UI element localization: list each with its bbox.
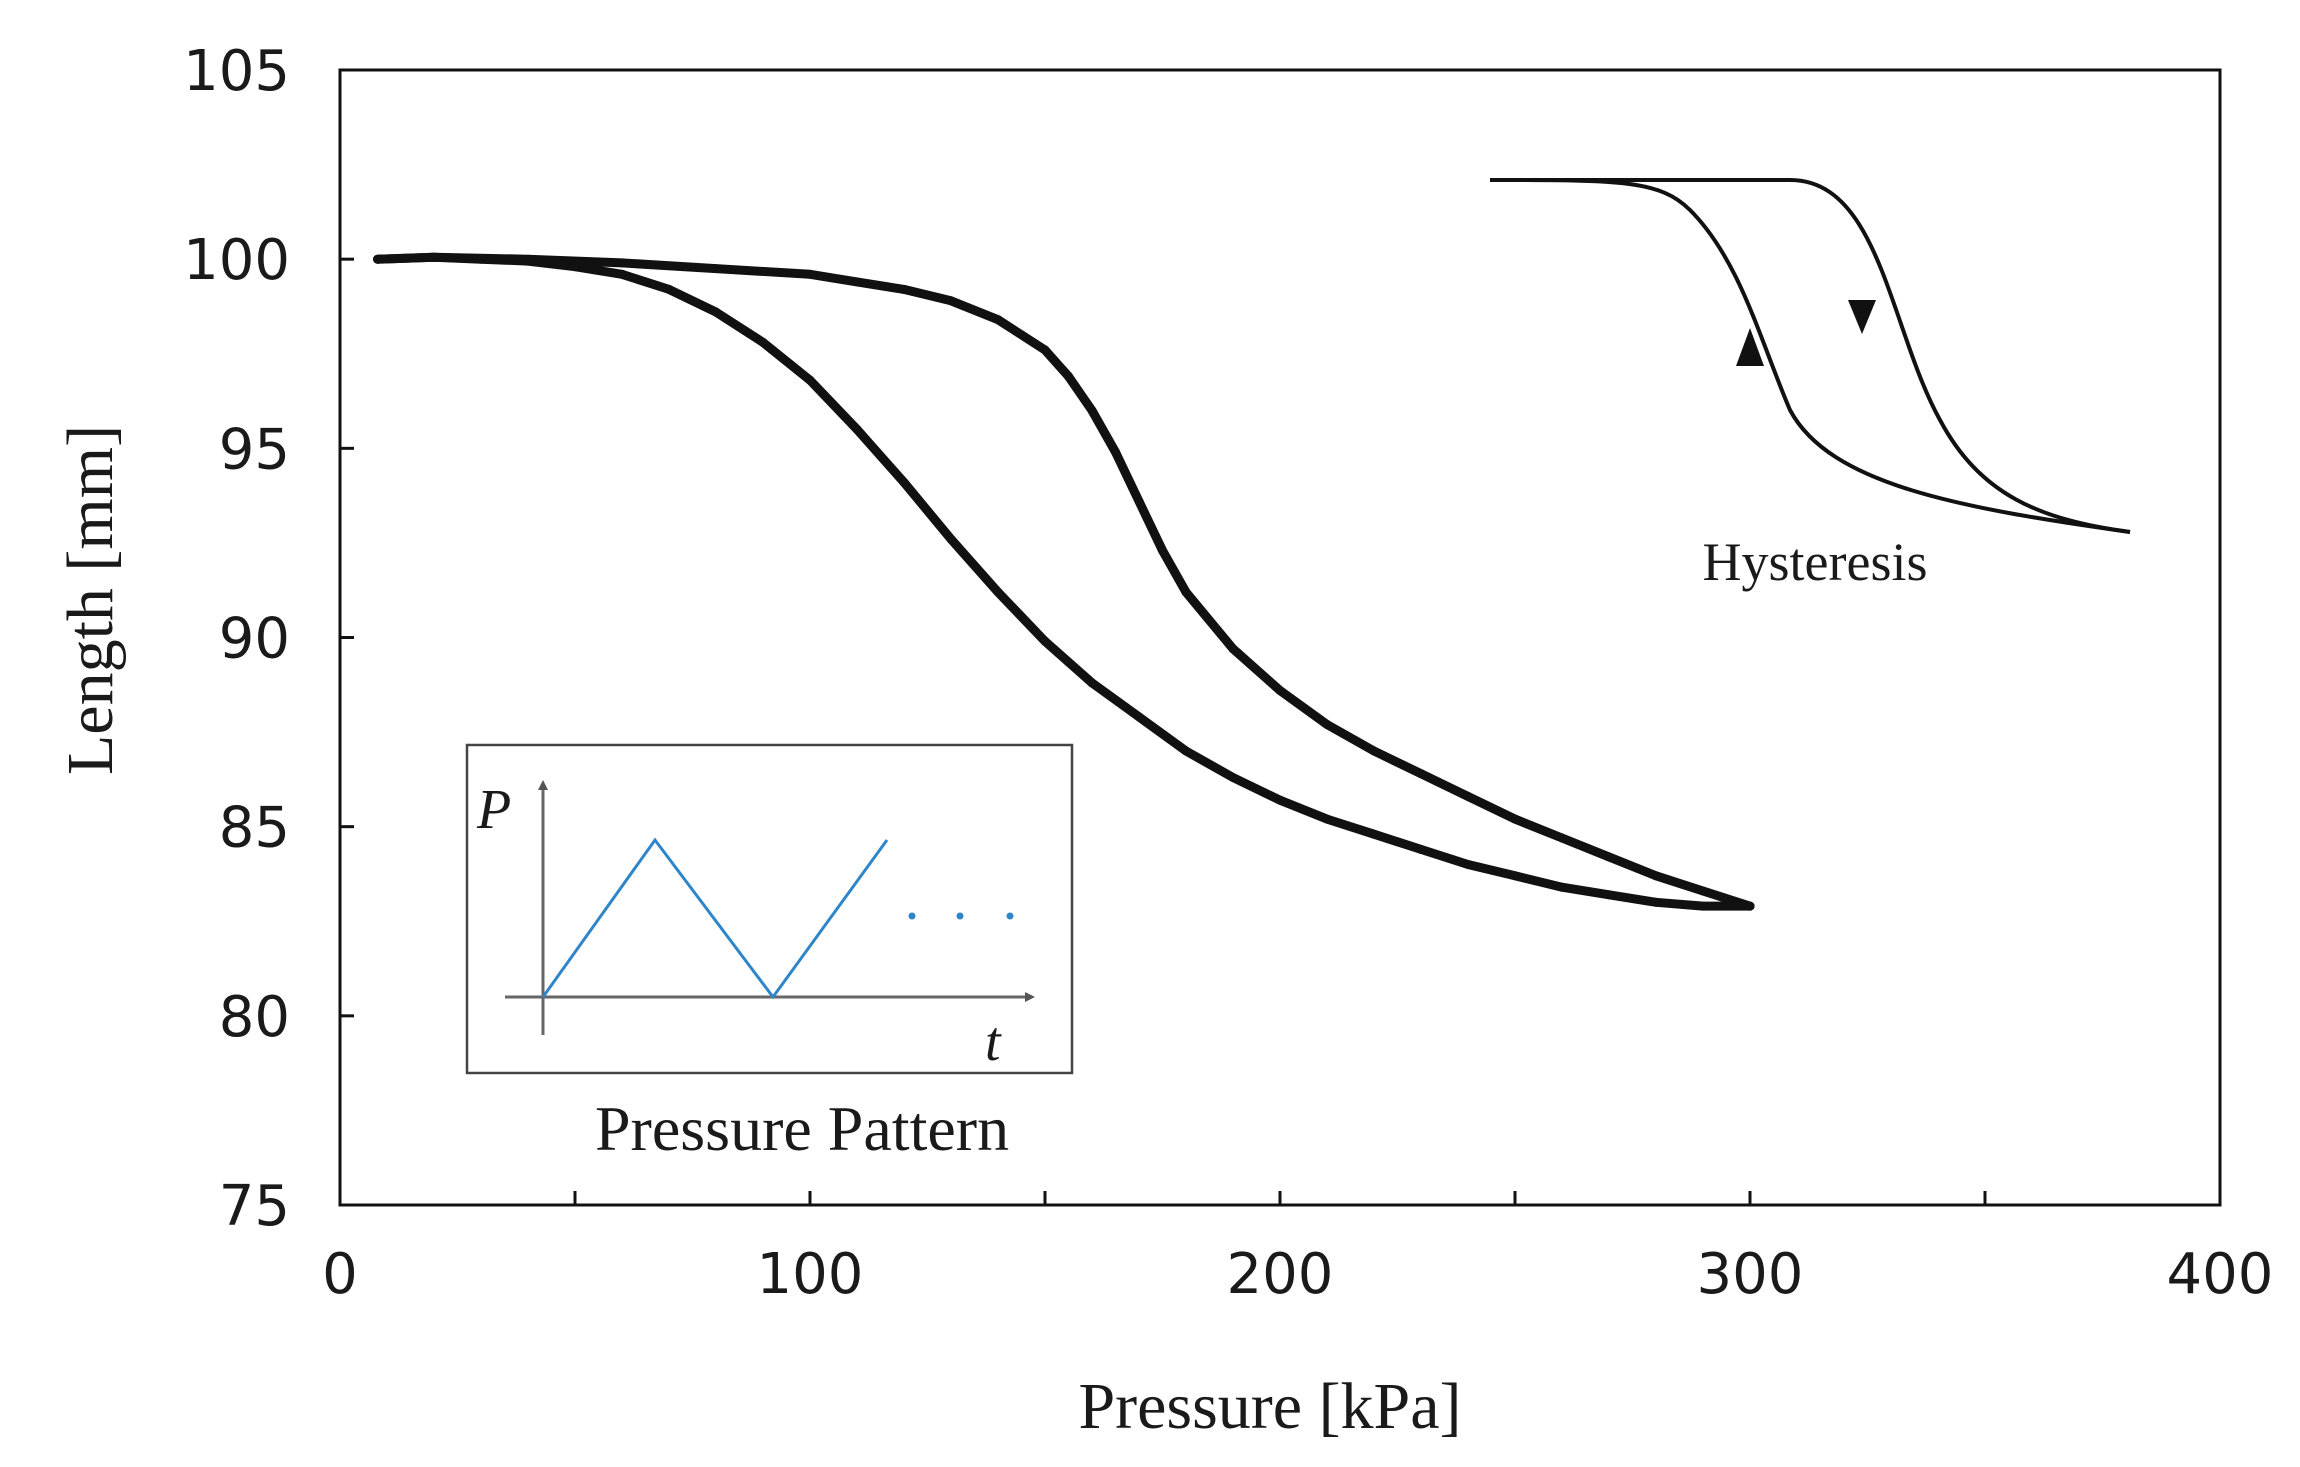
data-point-unloading — [1369, 829, 1379, 839]
continuation-dot — [1006, 912, 1014, 920]
data-point-unloading — [805, 375, 815, 385]
data-point-unloading — [946, 534, 956, 544]
y-tick-label: 85 — [219, 796, 290, 861]
data-point-loading — [899, 284, 909, 294]
pressure-pattern-box — [465, 743, 1074, 1075]
hysteresis-loading-curve — [1490, 178, 2131, 534]
x-tick-label: 100 — [757, 1242, 864, 1307]
data-point-loading — [1275, 686, 1285, 695]
data-point-loading — [1134, 496, 1144, 506]
data-point-loading — [805, 269, 815, 279]
data-point-unloading — [1604, 890, 1614, 900]
data-point-unloading — [1322, 814, 1332, 824]
data-series — [373, 252, 1755, 911]
pressure-pattern-triangle-wave — [541, 837, 889, 1000]
data-point-unloading — [523, 256, 533, 266]
y-tick-label: 80 — [219, 985, 290, 1050]
y-axis-ticks: 75 80 85 90 95 100 105 — [183, 39, 354, 1239]
y-tick-label: 105 — [183, 39, 290, 104]
data-point-loading — [1087, 406, 1097, 415]
y-tick-label: 95 — [219, 417, 290, 482]
data-point-unloading — [664, 284, 674, 294]
data-point-unloading — [1134, 712, 1144, 722]
data-point-loading — [1463, 791, 1473, 801]
y-tick-label: 90 — [219, 607, 290, 672]
data-point-unloading — [476, 254, 486, 264]
hysteresis-up-arrow — [1736, 328, 1764, 366]
data-point-loading — [1651, 871, 1661, 881]
data-point-unloading — [899, 477, 909, 487]
data-point-unloading — [1275, 795, 1285, 805]
pressure-pattern-inset: P t Pressure Pattern — [465, 743, 1074, 1164]
continuation-dot — [956, 912, 964, 920]
data-point-unloading — [711, 307, 721, 317]
data-point-unloading — [1040, 636, 1050, 646]
data-point-loading — [1416, 769, 1426, 779]
data-point-unloading — [1557, 882, 1567, 892]
pressure-symbol: P — [476, 779, 511, 841]
hysteresis-down-arrow — [1848, 300, 1876, 334]
x-axis-title: Pressure [kPa] — [1078, 1370, 1461, 1443]
data-point-loading — [993, 315, 1003, 325]
x-axis-ticks: 0 100 200 300 400 — [322, 1191, 2273, 1307]
data-point-unloading — [1087, 678, 1097, 688]
data-point-unloading — [1463, 860, 1473, 869]
data-point-unloading — [617, 269, 627, 279]
data-point-loading — [852, 277, 862, 287]
data-point-loading — [1604, 852, 1614, 862]
x-tick-label: 200 — [1227, 1242, 1334, 1307]
data-point-unloading — [1228, 773, 1238, 782]
continuation-dot — [908, 912, 916, 920]
data-point-unloading — [373, 254, 383, 264]
series-unloading — [373, 252, 1755, 911]
x-tick-label: 0 — [322, 1242, 358, 1307]
data-point-unloading — [1510, 871, 1520, 881]
data-point-loading — [1158, 546, 1167, 555]
data-point-loading — [1181, 587, 1191, 597]
y-axis-title: Length [mm] — [54, 425, 127, 775]
hysteresis-unloading-curve — [1489, 178, 2131, 534]
data-point-loading — [1369, 746, 1379, 756]
data-point-loading — [1111, 447, 1120, 457]
x-tick-label: 300 — [1697, 1242, 1804, 1307]
data-point-loading — [1510, 814, 1520, 824]
data-point-loading — [1228, 644, 1238, 654]
hysteresis-label: Hysteresis — [1703, 532, 1928, 592]
x-tick-label: 400 — [2167, 1242, 2274, 1307]
data-point-unloading — [570, 262, 580, 272]
data-point-unloading — [852, 424, 862, 434]
data-point-unloading — [1181, 746, 1191, 756]
data-point-loading — [617, 258, 627, 268]
data-point-loading — [1557, 833, 1567, 843]
hysteresis-inset: Hysteresis — [1489, 178, 2131, 592]
data-point-unloading — [1745, 901, 1755, 911]
data-point-loading — [711, 264, 721, 274]
y-tick-label: 100 — [183, 228, 290, 293]
data-point-loading — [1698, 886, 1708, 896]
data-point-unloading — [758, 337, 768, 347]
data-point-unloading — [993, 587, 1003, 597]
data-point-loading — [1040, 345, 1050, 355]
data-point-unloading — [1416, 844, 1426, 854]
data-point-loading — [1322, 720, 1332, 729]
time-symbol: t — [985, 1011, 1002, 1073]
data-point-unloading — [1698, 901, 1708, 911]
data-point-loading — [1064, 371, 1073, 381]
y-tick-label: 75 — [219, 1174, 290, 1239]
data-point-loading — [946, 296, 956, 306]
data-point-unloading — [1651, 897, 1661, 907]
pressure-pattern-title: Pressure Pattern — [595, 1093, 1009, 1164]
data-point-unloading — [429, 252, 439, 262]
